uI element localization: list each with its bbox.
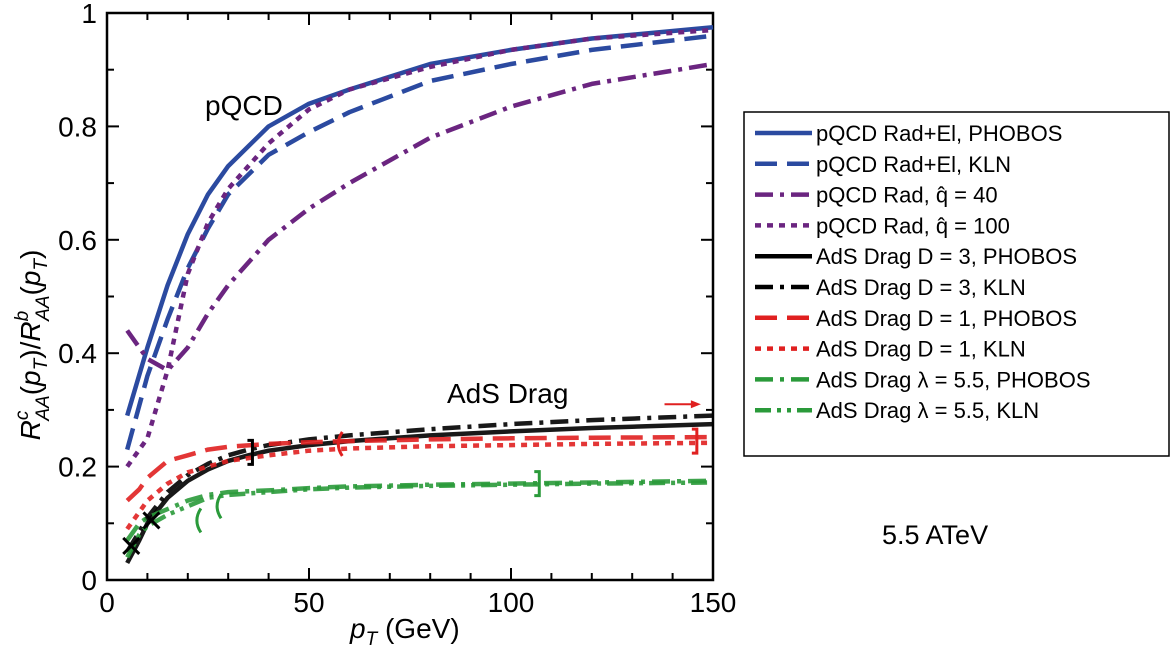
annotation-ads-drag: AdS Drag	[447, 378, 568, 409]
series-line-5	[125, 421, 714, 565]
legend-label-3: pQCD Rad, q̂ = 40	[816, 183, 998, 208]
legend-label-5: AdS Drag D = 3, PHOBOS	[816, 244, 1077, 269]
y-axis-title: RcAA(pT)/RbAA(pT)	[12, 250, 54, 441]
y-tick-label: 0	[81, 565, 97, 596]
annotation-pqcd: pQCD	[205, 90, 283, 121]
range-marker-1	[247, 438, 254, 466]
range-marker-8	[195, 507, 203, 534]
range-marker-5	[691, 427, 699, 455]
legend-label-9: AdS Drag λ = 5.5, PHOBOS	[816, 367, 1091, 392]
range-marker-6	[534, 470, 541, 498]
x-tick-label: 150	[690, 587, 737, 618]
y-tick-label: 0.8	[58, 111, 97, 142]
legend: pQCD Rad+El, PHOBOS pQCD Rad+El, KLN pQCD …	[743, 111, 1170, 457]
range-marker-2	[122, 536, 141, 556]
series-line-2	[125, 33, 714, 451]
annotation-energy: 5.5 ATeV	[882, 520, 988, 550]
legend-items: pQCD Rad+El, PHOBOS pQCD Rad+El, KLN pQCD …	[755, 121, 1091, 423]
range-marker-4	[336, 431, 344, 457]
y-tick-label: 1	[81, 0, 97, 29]
series-line-3	[125, 61, 714, 373]
y-tick-label: 0.4	[58, 338, 97, 369]
x-tick-label: 100	[488, 587, 535, 618]
legend-label-1: pQCD Rad+El, PHOBOS	[816, 121, 1062, 146]
legend-label-7: AdS Drag D = 1, PHOBOS	[816, 306, 1077, 331]
range-marker-7	[215, 493, 223, 520]
x-tick-label: 0	[99, 587, 115, 618]
plot-frame	[105, 11, 715, 582]
legend-label-4: pQCD Rad, q̂ = 100	[816, 213, 1010, 238]
y-tick-label: 0.6	[58, 225, 97, 256]
y-tick-label: 0.2	[58, 452, 97, 483]
series-line-10	[125, 480, 714, 559]
legend-box	[743, 111, 1170, 457]
legend-label-2: pQCD Rad+El, KLN	[816, 152, 1011, 177]
plot-area: 0 50 100 150 0 0.2 0.4 0.6 0.8 1	[58, 0, 736, 618]
arrow-head	[690, 400, 701, 409]
axis-ticks	[106, 12, 714, 581]
legend-label-8: AdS Drag D = 1, KLN	[816, 337, 1026, 362]
range-marker-3	[142, 511, 161, 530]
axis-tick-labels: 0 50 100 150 0 0.2 0.4 0.6 0.8 1	[58, 0, 736, 618]
series-group	[125, 24, 714, 565]
x-tick-label: 50	[293, 587, 324, 618]
series-line-6	[125, 413, 714, 553]
series-line-1	[125, 24, 714, 417]
range-markers	[122, 400, 701, 556]
y-axis-title-text: RcAA(pT)/RbAA(pT)	[12, 250, 54, 441]
legend-label-10: AdS Drag λ = 5.5, KLN	[816, 398, 1039, 423]
x-axis-title-text: pT (GeV)	[349, 613, 460, 650]
series-line-7	[125, 434, 714, 503]
legend-label-6: AdS Drag D = 3, KLN	[816, 275, 1026, 300]
series-line-8	[125, 440, 714, 531]
x-axis-title: pT (GeV)	[349, 613, 460, 650]
series-line-9	[125, 478, 714, 542]
